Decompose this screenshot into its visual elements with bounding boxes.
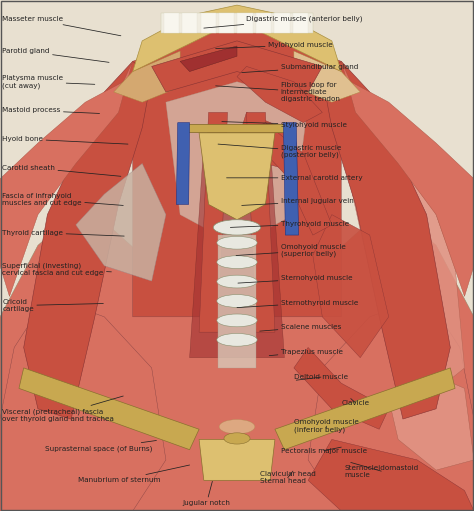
Text: Submandibular gland: Submandibular gland [242, 64, 358, 73]
Polygon shape [164, 13, 179, 33]
Text: Parotid gland: Parotid gland [2, 48, 109, 62]
Polygon shape [166, 82, 308, 245]
Text: Clavicle: Clavicle [341, 399, 369, 406]
Polygon shape [283, 123, 299, 235]
Ellipse shape [217, 236, 257, 249]
Text: Fibrous loop for
intermediate
digastric tendon: Fibrous loop for intermediate digastric … [216, 82, 339, 102]
Text: Omohyoid muscle
(superior belly): Omohyoid muscle (superior belly) [236, 244, 346, 257]
Polygon shape [341, 61, 474, 296]
Polygon shape [190, 143, 284, 358]
Polygon shape [237, 13, 253, 33]
Text: External carotid artery: External carotid artery [227, 175, 362, 181]
Text: Deltoid muscle: Deltoid muscle [294, 374, 348, 380]
Ellipse shape [217, 314, 257, 327]
Text: Thyrohyoid muscle: Thyrohyoid muscle [230, 221, 349, 227]
Text: Pectoralis major muscle: Pectoralis major muscle [281, 447, 367, 454]
Text: Thyroid cartilage: Thyroid cartilage [2, 229, 124, 236]
Text: Hyoid bone: Hyoid bone [2, 136, 128, 144]
Ellipse shape [217, 333, 257, 346]
Polygon shape [176, 123, 190, 204]
Text: Jugular notch: Jugular notch [182, 481, 231, 506]
Polygon shape [275, 368, 455, 450]
Polygon shape [0, 204, 474, 511]
Polygon shape [294, 51, 360, 102]
Text: Sternothyroid muscle: Sternothyroid muscle [237, 299, 358, 308]
Polygon shape [152, 41, 322, 92]
Polygon shape [274, 13, 290, 33]
Text: Scalene muscles: Scalene muscles [260, 324, 341, 331]
Text: Fascia of infrahyoid
muscles and cut edge: Fascia of infrahyoid muscles and cut edg… [2, 193, 123, 206]
Text: Clavicular head
Sternal head: Clavicular head Sternal head [260, 471, 316, 484]
Polygon shape [237, 66, 322, 123]
Polygon shape [313, 215, 389, 358]
Polygon shape [293, 13, 308, 33]
Polygon shape [308, 439, 474, 511]
Polygon shape [389, 368, 474, 470]
Text: Mylohyoid muscle: Mylohyoid muscle [216, 42, 333, 49]
Text: Digastric muscle
(posterior belly): Digastric muscle (posterior belly) [218, 144, 341, 158]
Polygon shape [218, 235, 256, 368]
Text: Superficial (investing)
cervical fascia and cut edge: Superficial (investing) cervical fascia … [2, 262, 111, 275]
Text: Stylohyoid muscle: Stylohyoid muscle [222, 122, 346, 128]
Text: Manubrium of sternum: Manubrium of sternum [78, 465, 190, 483]
Polygon shape [0, 296, 166, 511]
Polygon shape [180, 46, 237, 72]
Polygon shape [341, 102, 465, 399]
Polygon shape [76, 164, 166, 281]
Polygon shape [19, 368, 199, 450]
Polygon shape [114, 51, 180, 102]
Polygon shape [237, 112, 303, 174]
Ellipse shape [224, 433, 250, 444]
Polygon shape [199, 439, 275, 480]
Text: Sternocleidomastoid
muscle: Sternocleidomastoid muscle [344, 462, 419, 478]
Polygon shape [308, 296, 474, 511]
Polygon shape [201, 13, 216, 33]
Polygon shape [246, 123, 332, 235]
Polygon shape [199, 112, 228, 332]
Text: Mastoid process: Mastoid process [2, 107, 100, 113]
Text: Carotid sheath: Carotid sheath [2, 165, 121, 176]
Text: Masseter muscle: Masseter muscle [2, 16, 121, 36]
Polygon shape [161, 13, 313, 33]
Polygon shape [133, 20, 341, 317]
Polygon shape [180, 124, 294, 132]
Text: Internal jugular vein: Internal jugular vein [242, 198, 353, 205]
Ellipse shape [217, 256, 257, 268]
Text: Platysma muscle
(cut away): Platysma muscle (cut away) [2, 75, 95, 88]
Text: Visceral (pretracheal) fascia
over thyroid gland and trachea: Visceral (pretracheal) fascia over thyro… [2, 396, 123, 422]
Text: Cricoid
cartilage: Cricoid cartilage [2, 299, 103, 312]
Text: Omohyoid muscle
(inferior belly): Omohyoid muscle (inferior belly) [294, 420, 359, 433]
Polygon shape [199, 133, 275, 220]
Polygon shape [219, 13, 234, 33]
Text: Digastric muscle (anterior belly): Digastric muscle (anterior belly) [204, 16, 363, 28]
Text: Sternohyoid muscle: Sternohyoid muscle [238, 275, 352, 283]
Polygon shape [0, 61, 133, 296]
Ellipse shape [219, 420, 255, 434]
Ellipse shape [217, 294, 257, 307]
Polygon shape [294, 347, 389, 429]
Text: Suprasternal space (of Burns): Suprasternal space (of Burns) [45, 440, 156, 452]
Ellipse shape [217, 275, 257, 288]
Polygon shape [133, 5, 341, 72]
Ellipse shape [213, 220, 261, 235]
Text: Trapezius muscle: Trapezius muscle [269, 349, 343, 356]
Polygon shape [182, 13, 197, 33]
Polygon shape [322, 61, 450, 419]
Polygon shape [256, 13, 271, 33]
Polygon shape [24, 61, 152, 419]
Polygon shape [246, 112, 275, 332]
